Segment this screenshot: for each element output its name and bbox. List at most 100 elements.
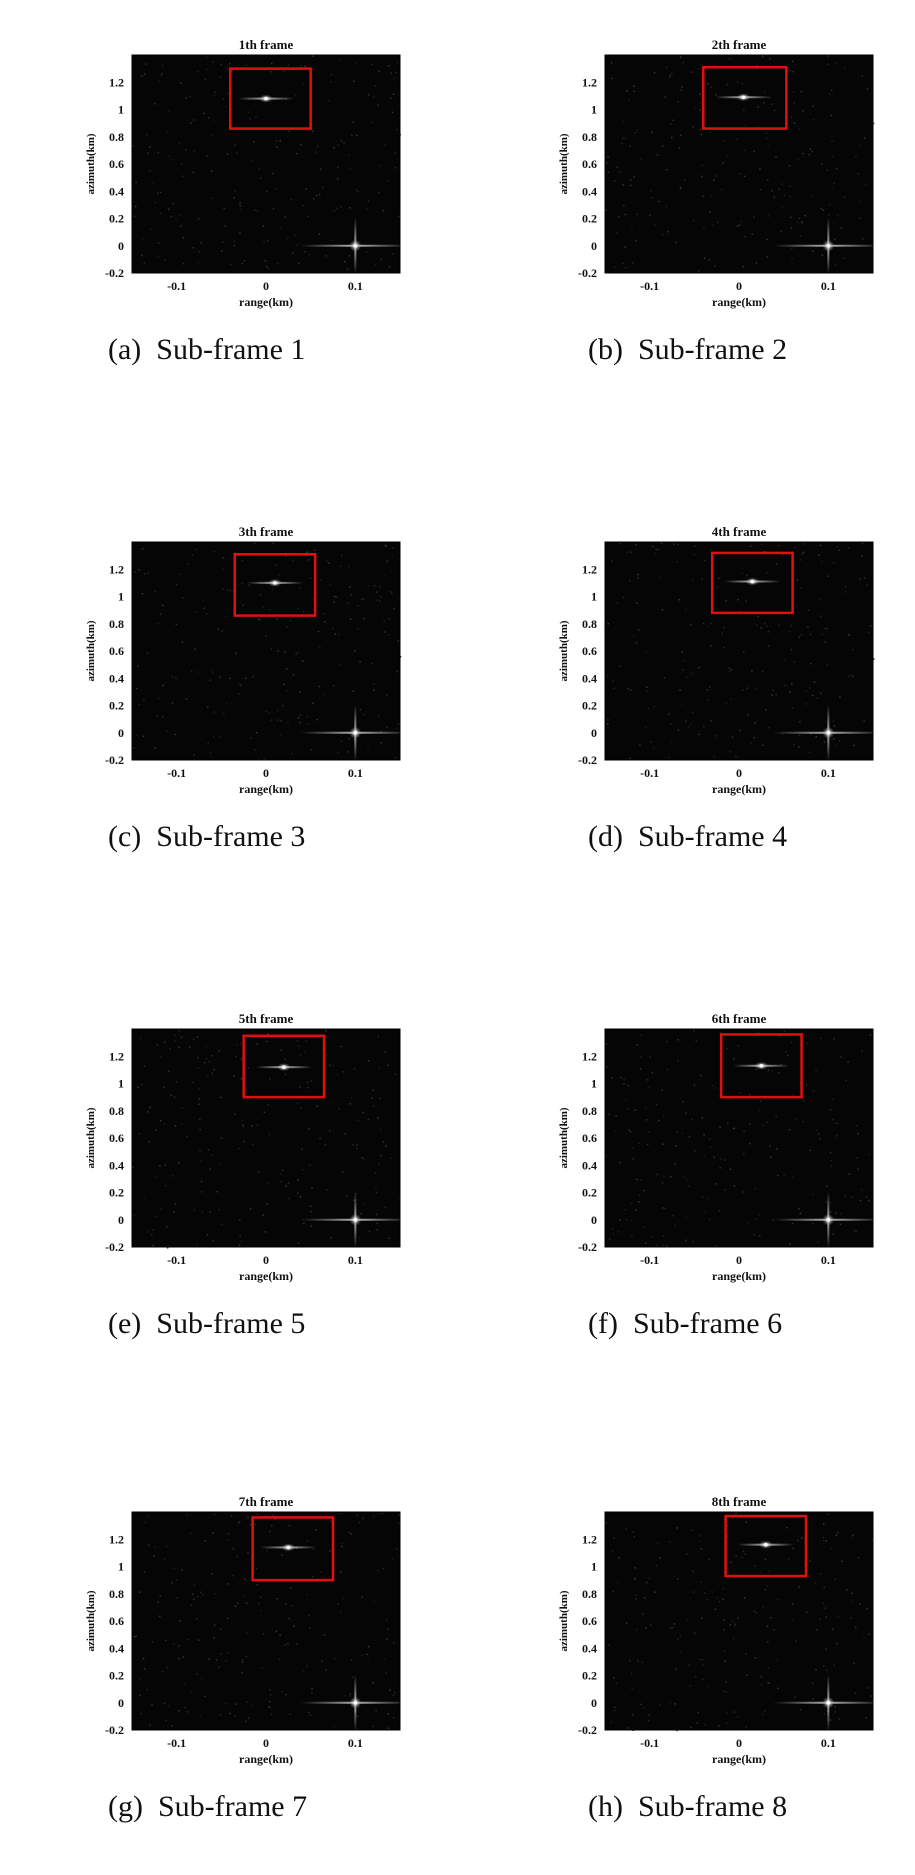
x-tick-label: -0.1 [640, 279, 659, 293]
plot-frame [604, 54, 874, 274]
y-tick-label: -0.2 [578, 753, 597, 767]
y-tick-label: 1 [118, 103, 124, 117]
image-background [132, 55, 400, 273]
subfigure-label: (e) [108, 1307, 142, 1340]
subplot-5: 5th frame -0.1 0 0.1 -0.2 0 0.2 0.4 0.6 0.8 1 1.2 ra… [82, 1007, 411, 1305]
y-axis-label: azimuth(km) [558, 620, 570, 681]
y-tick-label: 0.2 [582, 699, 597, 713]
point-target-2 [773, 704, 884, 761]
y-tick-label: 0.4 [582, 184, 597, 198]
subplot-3: 3th frame -0.1 0 0.1 -0.2 0 0.2 0.4 0.6 0.8 1 1.2 ra… [82, 520, 411, 818]
noise-layer [132, 55, 401, 270]
y-tick-label: -0.2 [105, 753, 124, 767]
y-tick-label: 0.2 [109, 699, 124, 713]
point-target-2 [300, 1674, 411, 1731]
x-axis-label: range(km) [712, 295, 766, 309]
x-tick-label: 0.1 [821, 766, 836, 780]
y-tick-label: 0.2 [582, 1669, 597, 1683]
y-tick-label: 0.6 [582, 644, 597, 658]
y-tick-label: 0.4 [582, 1641, 597, 1655]
subfigure-label: (d) [588, 820, 623, 853]
y-tick-label: 0.4 [582, 1158, 597, 1172]
x-tick-label: 0 [263, 1253, 269, 1267]
subplot-6: 6th frame -0.1 0 0.1 -0.2 0 0.2 0.4 0.6 0.8 1 1.2 ra… [555, 1007, 884, 1305]
x-tick-label: 0.1 [821, 1253, 836, 1267]
subplot-7: 7th frame -0.1 0 0.1 -0.2 0 0.2 0.4 0.6 0.8 1 1.2 ra… [82, 1490, 411, 1788]
subplot-svg: 3th frame -0.1 0 0.1 -0.2 0 0.2 0.4 0.6 0.8 1 1.2 ra… [85, 524, 411, 796]
subplot-title: 1th frame [239, 37, 294, 52]
x-tick-label: 0.1 [348, 1736, 363, 1750]
x-axis-label: range(km) [239, 1269, 293, 1283]
y-tick-label: 0 [118, 726, 124, 740]
subplot-svg: 4th frame -0.1 0 0.1 -0.2 0 0.2 0.4 0.6 0.8 1 1.2 ra… [558, 524, 884, 796]
y-tick-label: 0.2 [582, 1186, 597, 1200]
x-axis-label: range(km) [712, 782, 766, 796]
x-tick-label: 0.1 [348, 1253, 363, 1267]
y-tick-label: 0.8 [582, 1587, 597, 1601]
y-axis-label: azimuth(km) [558, 133, 570, 194]
plot-frame [604, 541, 874, 761]
y-tick-label: 1 [591, 1077, 597, 1091]
x-axis-label: range(km) [239, 782, 293, 796]
x-axis-label: range(km) [239, 295, 293, 309]
x-axis-label: range(km) [712, 1269, 766, 1283]
y-axis-label: azimuth(km) [85, 1107, 97, 1168]
x-tick-label: 0 [263, 1736, 269, 1750]
x-tick-label: 0.1 [821, 279, 836, 293]
target-highlight-box [251, 1516, 335, 1582]
y-tick-label: 0.8 [582, 130, 597, 144]
subplot-title: 5th frame [239, 1011, 294, 1026]
y-tick-label: -0.2 [105, 1723, 124, 1737]
y-axis-label: azimuth(km) [85, 1590, 97, 1651]
image-background [132, 1512, 400, 1730]
y-tick-label: 0 [591, 1696, 597, 1710]
x-tick-label: -0.1 [167, 1736, 186, 1750]
image-background [605, 55, 873, 273]
x-tick-label: 0 [736, 1253, 742, 1267]
subfigure-label: (f) [588, 1307, 618, 1340]
x-tick-label: -0.1 [167, 279, 186, 293]
y-tick-label: 0.2 [109, 212, 124, 226]
subplot-4: 4th frame -0.1 0 0.1 -0.2 0 0.2 0.4 0.6 0.8 1 1.2 ra… [555, 520, 884, 818]
subfigure-caption: (e) Sub-frame 5 [108, 1307, 305, 1341]
y-tick-label: 0.6 [582, 157, 597, 171]
point-target-2 [773, 217, 884, 274]
y-tick-label: 0.2 [109, 1669, 124, 1683]
subplot-1: 1th frame -0.1 0 0.1 -0.2 0 0.2 0.4 0.6 0.8 1 1.2 ra… [82, 33, 411, 331]
y-axis-label: azimuth(km) [85, 620, 97, 681]
x-tick-label: 0 [736, 766, 742, 780]
x-tick-label: -0.1 [167, 1253, 186, 1267]
subplot-svg: 7th frame -0.1 0 0.1 -0.2 0 0.2 0.4 0.6 0.8 1 1.2 ra… [85, 1494, 411, 1766]
y-tick-label: 0.8 [582, 617, 597, 631]
y-axis-label: azimuth(km) [558, 1590, 570, 1651]
image-background [132, 542, 400, 760]
y-tick-label: 0.4 [109, 1641, 124, 1655]
y-tick-label: 0.4 [109, 671, 124, 685]
target-highlight-box [242, 1034, 326, 1099]
y-tick-label: 1 [118, 1077, 124, 1091]
y-tick-label: -0.2 [578, 1240, 597, 1254]
y-tick-label: 0.8 [109, 1104, 124, 1118]
subfigure-caption: (b) Sub-frame 2 [588, 333, 787, 367]
subfigure-caption: (c) Sub-frame 3 [108, 820, 305, 854]
subplot-title: 7th frame [239, 1494, 294, 1509]
point-target-1 [715, 93, 772, 102]
y-tick-label: 0.6 [109, 1131, 124, 1145]
subfigure-label: (b) [588, 333, 623, 366]
target-highlight-box [702, 66, 788, 130]
y-tick-label: 0.4 [109, 1158, 124, 1172]
subplot-title: 2th frame [712, 37, 767, 52]
subfigure-caption-text: Sub-frame 6 [632, 1307, 783, 1340]
noise-layer [605, 1030, 872, 1248]
y-tick-label: -0.2 [105, 1240, 124, 1254]
point-target-1 [255, 1063, 312, 1072]
y-tick-label: 0.4 [582, 671, 597, 685]
y-tick-label: 0 [591, 726, 597, 740]
x-tick-label: -0.1 [640, 1736, 659, 1750]
y-tick-label: 1.2 [109, 1532, 124, 1546]
x-tick-label: 0.1 [348, 279, 363, 293]
x-axis-label: range(km) [239, 1752, 293, 1766]
y-tick-label: 0 [591, 1213, 597, 1227]
point-target-2 [300, 1191, 411, 1248]
point-target-1 [724, 577, 781, 586]
